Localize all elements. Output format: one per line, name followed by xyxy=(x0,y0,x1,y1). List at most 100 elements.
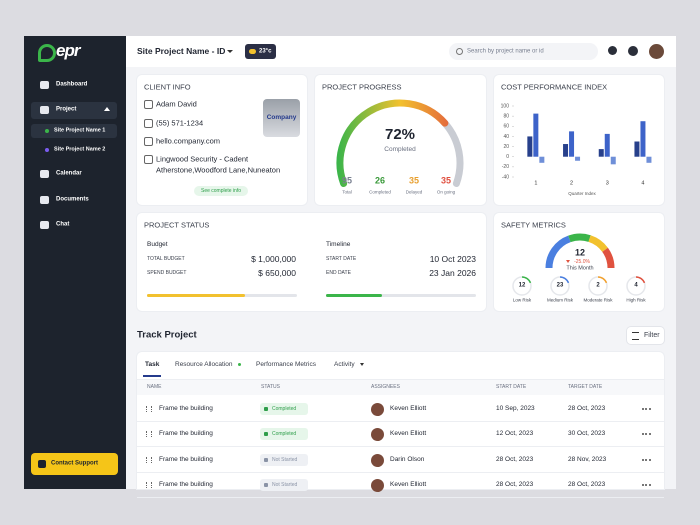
drag-handle[interactable] xyxy=(146,405,152,412)
risk-name: Medium Risk xyxy=(546,297,574,303)
tab-underline xyxy=(143,375,161,377)
subnav-item[interactable]: Site Project Name 2 xyxy=(54,146,106,153)
nav-item[interactable]: Chat xyxy=(56,221,70,228)
nav-caret xyxy=(104,107,110,111)
card-title: SAFETY METRICS xyxy=(501,220,566,230)
row-menu[interactable] xyxy=(642,458,651,463)
info-text: (55) 571-1234 xyxy=(156,118,204,128)
status-dot xyxy=(264,457,268,462)
row-date: 10 Oct 2023 xyxy=(429,253,476,264)
nav-active-bg xyxy=(31,102,117,119)
info-text: Atherstone,Woodford Lane,Nuneaton xyxy=(156,165,281,175)
nav-item[interactable]: Documents xyxy=(56,196,89,203)
assignee: Darin Olson xyxy=(390,455,425,463)
info-text: Adam David xyxy=(156,99,197,109)
subnav-item[interactable]: Site Project Name 1 xyxy=(54,127,106,134)
weather-badge xyxy=(245,44,276,59)
row-menu[interactable] xyxy=(642,484,651,488)
tab[interactable]: Activity xyxy=(334,360,355,368)
safety-caption: This Month xyxy=(566,265,594,272)
search-box[interactable] xyxy=(449,43,598,60)
link[interactable]: See complete info xyxy=(200,188,242,194)
assignee-avatar xyxy=(371,402,384,416)
nav-icon xyxy=(40,221,49,229)
contact-icon xyxy=(38,460,46,468)
column-header: ASSIGNEES xyxy=(371,383,400,390)
stat-value: 26 xyxy=(374,175,386,186)
change-arrow xyxy=(566,260,570,263)
target-date: 28 Oct, 2023 xyxy=(568,404,606,412)
status: Completed xyxy=(272,431,297,437)
status-dot xyxy=(264,432,268,436)
subnav-dot xyxy=(45,148,49,152)
info-icon xyxy=(144,137,153,146)
safety-change: -25.0% xyxy=(574,258,590,265)
company-logo xyxy=(263,99,300,137)
row-name: SPEND BUDGET xyxy=(147,270,187,276)
target-date: 30 Oct, 2023 xyxy=(568,430,606,438)
task-name: Frame the building xyxy=(159,404,213,412)
logo: epr xyxy=(56,40,80,60)
assignee-avatar xyxy=(371,453,384,467)
row-amount: $ 650,000 xyxy=(258,267,296,278)
tab[interactable]: Performance Metrics xyxy=(256,360,316,368)
assignee: Keven Elliott xyxy=(390,404,427,412)
stat-name: Delayed xyxy=(405,189,423,195)
info-icon xyxy=(144,155,153,164)
tab-dot xyxy=(238,363,241,366)
section-heading: Timeline xyxy=(326,241,351,249)
drag-handle[interactable] xyxy=(146,482,152,488)
subnav-dot xyxy=(45,129,49,133)
settings-icon[interactable] xyxy=(608,46,617,55)
risk-count: 23 xyxy=(556,282,564,289)
info-text: Lingwood Security - Cadent xyxy=(156,154,249,164)
nav-item[interactable]: Dashboard xyxy=(56,81,88,88)
status: Not Started xyxy=(272,456,298,463)
weather-icon xyxy=(249,49,256,54)
column-header: STATUS xyxy=(261,383,280,390)
row-name: START DATE xyxy=(326,256,357,262)
risk-count: 12 xyxy=(518,282,526,289)
stat-name: Total xyxy=(342,189,352,195)
card xyxy=(494,75,664,205)
row-divider xyxy=(137,497,664,498)
nav-item[interactable]: Project xyxy=(56,106,77,113)
column-header: NAME xyxy=(147,383,162,390)
section-title: Track Project xyxy=(137,329,197,341)
contact-label[interactable]: Contact Support xyxy=(51,460,98,467)
risk-count: 4 xyxy=(634,282,638,289)
card-title: PROJECT STATUS xyxy=(144,220,210,230)
status-dot xyxy=(264,406,268,411)
status-pill xyxy=(260,428,308,440)
assignee: Keven Elliott xyxy=(390,430,427,438)
column-header: TARGET DATE xyxy=(568,383,603,390)
budget-bar xyxy=(147,294,245,297)
timeline-track xyxy=(326,294,476,297)
project-select[interactable]: Site Project Name - ID xyxy=(137,45,226,56)
stat-value: 35 xyxy=(440,175,452,186)
task-name: Frame the building xyxy=(159,455,213,463)
safety-value: 12 xyxy=(574,247,586,258)
drag-handle[interactable] xyxy=(146,431,152,437)
start-date: 28 Oct, 2023 xyxy=(496,455,534,463)
row-divider xyxy=(137,420,664,422)
drag-handle[interactable] xyxy=(146,456,152,463)
status-dot xyxy=(264,483,268,487)
row-menu[interactable] xyxy=(642,433,651,437)
nav-item[interactable]: Calendar xyxy=(56,170,82,177)
avatar[interactable] xyxy=(649,44,664,59)
tab[interactable]: Resource Allocation xyxy=(175,360,233,368)
help-icon[interactable] xyxy=(628,46,638,56)
subnav-active-bg xyxy=(31,124,117,138)
contact-button[interactable] xyxy=(31,453,118,475)
filter-label[interactable]: Filter xyxy=(644,331,660,339)
weather: 23°c xyxy=(259,47,272,54)
info-text: hello.company.com xyxy=(156,136,221,146)
card-title: PROJECT PROGRESS xyxy=(322,82,402,92)
link-pill[interactable] xyxy=(194,186,248,196)
tab[interactable]: Task xyxy=(145,360,160,368)
search-placeholder[interactable]: Search by project name or id xyxy=(467,47,544,54)
row-menu[interactable] xyxy=(642,407,651,412)
start-date: 12 Oct, 2023 xyxy=(496,430,534,438)
